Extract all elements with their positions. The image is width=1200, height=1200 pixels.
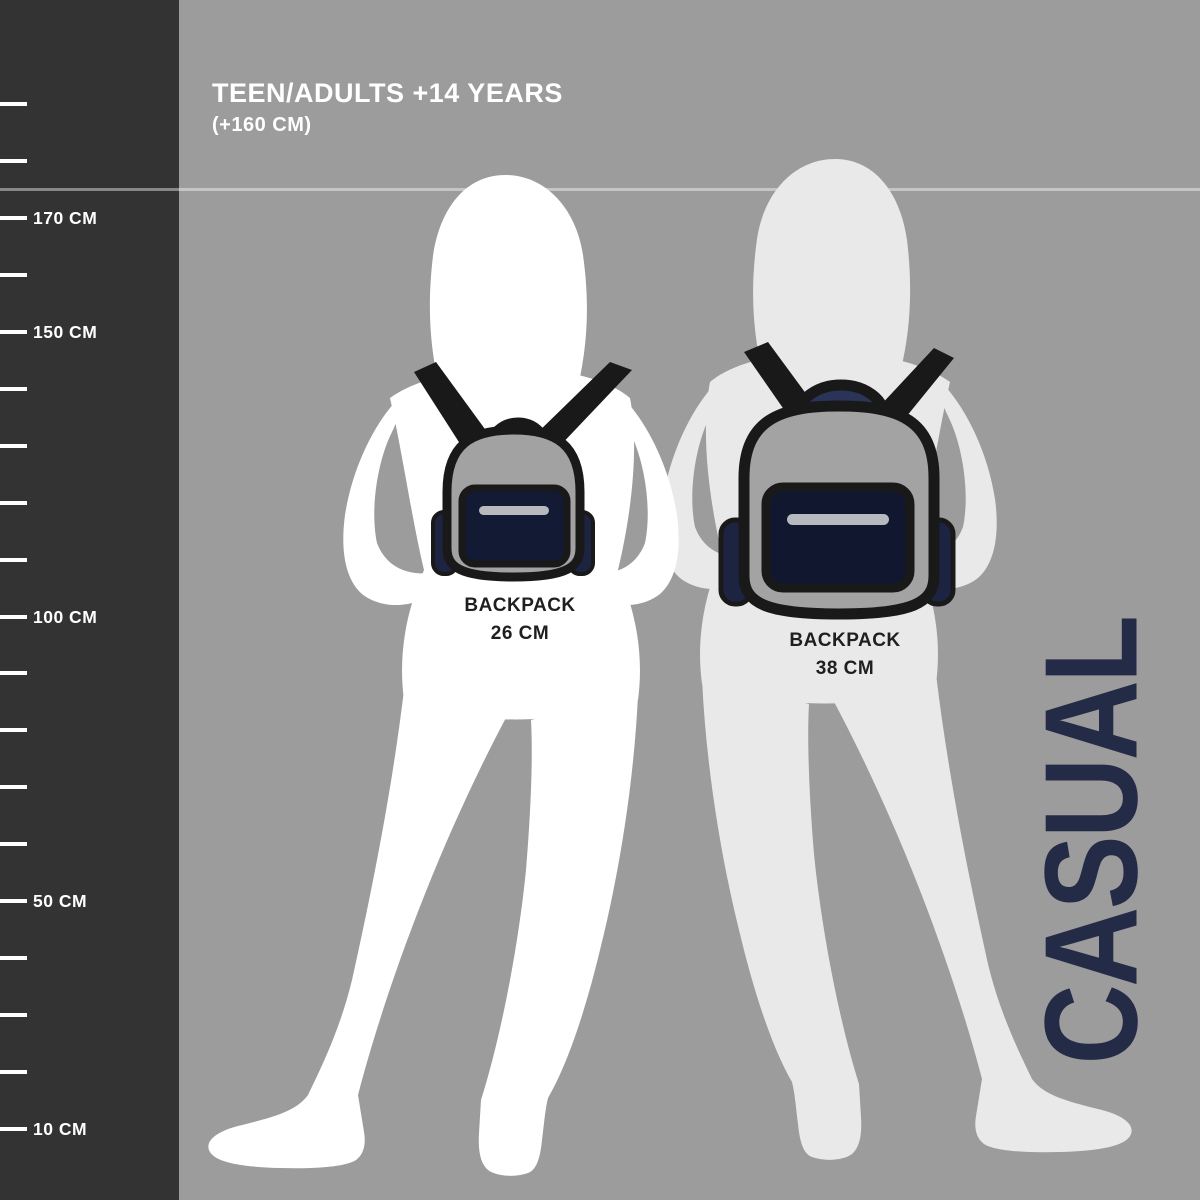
backpack-zipper-icon — [787, 514, 889, 525]
ruler-label: 150 CM — [33, 321, 98, 342]
backpack-38-size: 38 CM — [815, 658, 875, 679]
ruler-tick — [0, 1126, 27, 1131]
age-group-header: TEEN/ADULTS +14 YEARS (+160 CM) — [212, 78, 563, 137]
backpack-26-label: BACKPACK 26 CM — [430, 592, 610, 648]
ruler-tick — [0, 1013, 27, 1018]
ruler-panel — [0, 0, 179, 1200]
silhouette-front — [208, 175, 679, 1176]
collection-wordmark: CASUAL — [1017, 617, 1165, 1065]
ruler-tick — [0, 557, 27, 562]
height-guide-line — [0, 188, 1200, 191]
ruler-tick — [0, 671, 27, 676]
backpack-26-name: BACKPACK — [464, 595, 576, 616]
ruler-tick — [0, 158, 27, 163]
ruler-tick — [0, 272, 27, 277]
ruler-tick — [0, 215, 27, 220]
backpack-strap-icon — [414, 362, 490, 450]
backpack-38-label: BACKPACK 38 CM — [755, 627, 935, 683]
ruler-tick — [0, 728, 27, 733]
ruler-tick — [0, 500, 27, 505]
ruler-label: 10 CM — [33, 1118, 88, 1139]
backpack-zipper-icon — [479, 506, 549, 515]
ruler-tick — [0, 842, 27, 847]
ruler-label: 170 CM — [33, 207, 98, 228]
backpack-pocket-icon — [761, 482, 915, 593]
ruler-tick — [0, 785, 27, 790]
backpack-pocket-icon — [458, 484, 571, 568]
backpack-strap-icon — [878, 348, 954, 422]
ruler-tick — [0, 102, 27, 107]
ruler-tick — [0, 899, 27, 904]
ruler-tick — [0, 956, 27, 961]
ruler-label: 50 CM — [33, 891, 88, 912]
ruler-tick — [0, 443, 27, 448]
ruler-tick — [0, 614, 27, 619]
ruler-tick — [0, 329, 27, 334]
ruler-tick — [0, 386, 27, 391]
age-group-height: (+160 CM) — [212, 114, 312, 136]
backpack-26cm — [414, 362, 632, 582]
backpack-38-name: BACKPACK — [789, 630, 901, 651]
backpack-strap-icon — [532, 362, 632, 450]
backpack-26-size: 26 CM — [490, 623, 550, 644]
age-group-title: TEEN/ADULTS +14 YEARS — [212, 78, 563, 108]
ruler-tick — [0, 1070, 27, 1075]
backpack-38cm — [718, 342, 956, 620]
ruler-label: 100 CM — [33, 606, 98, 627]
